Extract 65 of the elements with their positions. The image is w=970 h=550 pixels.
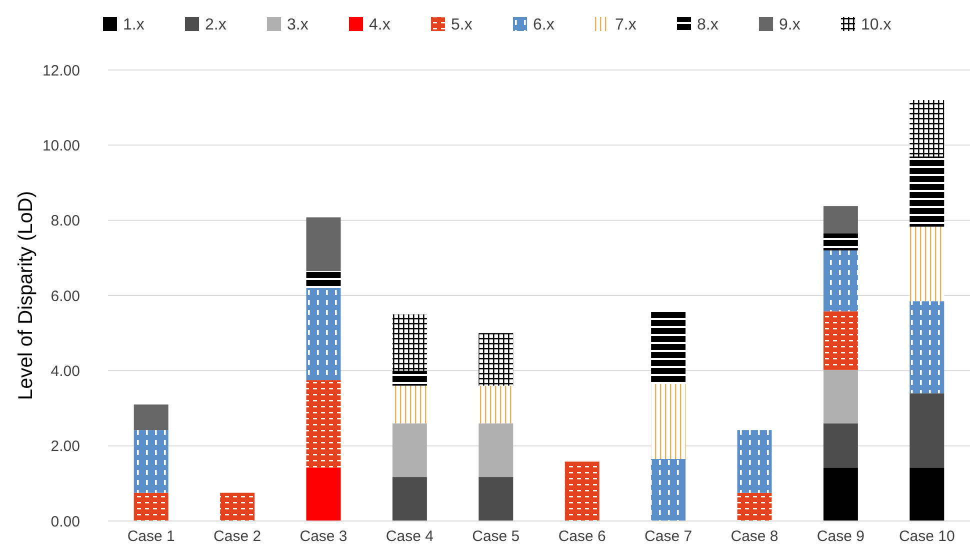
bar bbox=[306, 468, 341, 521]
bar bbox=[737, 492, 772, 521]
legend-label: 5.x bbox=[451, 16, 472, 34]
legend-label: 10.x bbox=[861, 16, 892, 34]
y-tick-label: 2.00 bbox=[50, 438, 80, 456]
bar bbox=[306, 380, 341, 468]
legend-label: 7.x bbox=[615, 16, 636, 34]
x-tick-label: Case 7 bbox=[644, 528, 692, 545]
bar bbox=[910, 226, 944, 302]
bar bbox=[392, 423, 427, 478]
bar bbox=[478, 333, 514, 386]
x-tick-label: Case 9 bbox=[816, 528, 864, 545]
bar bbox=[134, 430, 168, 493]
bar bbox=[910, 156, 944, 227]
bar bbox=[651, 384, 686, 459]
y-tick-label: 6.00 bbox=[50, 288, 80, 305]
y-tick-label: 4.00 bbox=[50, 362, 80, 380]
x-tick-label: Case 6 bbox=[558, 528, 606, 545]
bar bbox=[651, 311, 686, 384]
bar bbox=[392, 370, 427, 386]
bar bbox=[306, 288, 341, 380]
x-tick-label: Case 5 bbox=[472, 528, 520, 545]
bar bbox=[306, 271, 341, 288]
bar bbox=[392, 386, 427, 424]
y-tick-label: 10.00 bbox=[42, 137, 80, 154]
x-tick-label: Case 2 bbox=[214, 528, 262, 545]
bar bbox=[220, 492, 255, 521]
bar bbox=[823, 311, 858, 370]
y-axis-title: Level of Disparity (LoD) bbox=[15, 191, 37, 400]
bar bbox=[823, 206, 858, 234]
x-tick-label: Case 1 bbox=[127, 528, 175, 545]
bar bbox=[392, 314, 427, 371]
legend-label: 6.x bbox=[533, 16, 554, 34]
y-tick-label: 0.00 bbox=[50, 513, 80, 530]
legend-label: 4.x bbox=[369, 16, 390, 34]
bar bbox=[823, 370, 858, 424]
y-tick-label: 12.00 bbox=[42, 62, 80, 80]
x-tick-label: Case 3 bbox=[300, 528, 348, 545]
bar bbox=[910, 468, 944, 521]
bar bbox=[823, 250, 858, 312]
bar bbox=[823, 233, 858, 250]
bar bbox=[651, 458, 686, 521]
x-tick-label: Case 4 bbox=[386, 528, 434, 545]
bar bbox=[306, 217, 341, 272]
legend-label: 2.x bbox=[205, 16, 226, 34]
bar bbox=[478, 423, 514, 478]
x-tick-label: Case 10 bbox=[898, 528, 955, 545]
bar bbox=[392, 477, 427, 521]
bar bbox=[478, 477, 514, 521]
bar bbox=[910, 393, 944, 468]
legend-label: 9.x bbox=[779, 16, 800, 34]
bar bbox=[737, 430, 772, 493]
y-tick-label: 8.00 bbox=[50, 212, 80, 230]
legend-label: 1.x bbox=[123, 16, 144, 34]
bar bbox=[134, 492, 168, 521]
bar bbox=[910, 100, 944, 156]
bar bbox=[134, 404, 168, 430]
bar bbox=[823, 468, 858, 521]
x-tick-label: Case 8 bbox=[730, 528, 778, 545]
legend-label: 3.x bbox=[287, 16, 308, 34]
bar bbox=[478, 386, 514, 424]
bar bbox=[910, 301, 944, 394]
legend-label: 8.x bbox=[697, 16, 718, 34]
bar bbox=[564, 462, 600, 521]
bar bbox=[823, 423, 858, 468]
